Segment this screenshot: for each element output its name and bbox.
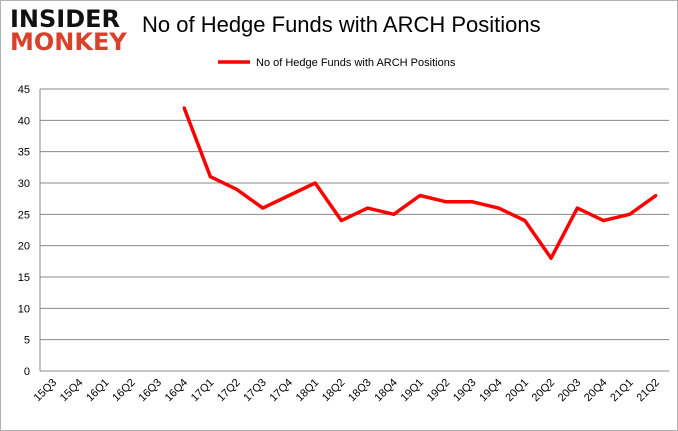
logo-line2: MONKEY (10, 28, 127, 56)
x-tick-label: 18Q1 (294, 377, 322, 405)
x-tick-label: 19Q3 (451, 377, 479, 405)
logo-line1: INSIDER (10, 5, 121, 33)
x-tick-label: 19Q4 (477, 377, 505, 405)
data-point (654, 194, 658, 198)
y-tick-label: 15 (18, 272, 30, 284)
x-tick-label: 21Q2 (634, 377, 662, 405)
data-point (366, 206, 370, 210)
x-tick-label: 16Q3 (137, 377, 165, 405)
data-point (523, 219, 527, 223)
y-tick-label: 45 (18, 84, 30, 96)
x-tick-label: 16Q4 (163, 377, 191, 405)
data-point (313, 181, 317, 185)
x-tick-label: 17Q4 (268, 377, 296, 405)
data-point (418, 194, 422, 198)
x-tick-label: 17Q1 (189, 377, 217, 405)
x-tick-label: 20Q1 (503, 377, 531, 405)
y-tick-label: 25 (18, 209, 30, 221)
data-point (182, 106, 186, 110)
x-tick-label: 21Q1 (608, 377, 636, 405)
x-tick-label: 15Q4 (58, 377, 86, 405)
x-tick-label: 16Q1 (84, 377, 112, 405)
x-tick-label: 18Q3 (346, 377, 374, 405)
data-point (549, 256, 553, 260)
data-point (235, 187, 239, 191)
insider-monkey-logo: INSIDER MONKEY (10, 5, 127, 56)
x-tick-label: 20Q4 (582, 377, 610, 405)
x-tick-label: 18Q4 (372, 377, 400, 405)
data-point (470, 200, 474, 204)
data-point (261, 206, 265, 210)
y-tick-label: 5 (24, 335, 30, 347)
legend-label: No of Hedge Funds with ARCH Positions (256, 57, 456, 69)
data-point (339, 219, 343, 223)
x-tick-label: 17Q2 (215, 377, 243, 405)
data-point (208, 175, 212, 179)
chart-title: No of Hedge Funds with ARCH Positions (142, 12, 541, 37)
data-point (628, 212, 632, 216)
x-tick-label: 20Q3 (556, 377, 584, 405)
y-tick-label: 0 (24, 366, 30, 378)
x-tick-label: 15Q3 (32, 377, 60, 405)
x-tick-label: 19Q2 (425, 377, 453, 405)
x-tick-label: 18Q2 (320, 377, 348, 405)
data-point (601, 219, 605, 223)
y-tick-label: 40 (18, 115, 30, 127)
data-point (444, 200, 448, 204)
y-tick-label: 20 (18, 241, 30, 253)
data-point (575, 206, 579, 210)
data-point (287, 194, 291, 198)
x-tick-label: 20Q2 (530, 377, 558, 405)
data-point (497, 206, 501, 210)
y-tick-label: 10 (18, 303, 30, 315)
x-tick-label: 19Q1 (399, 377, 427, 405)
data-point (392, 212, 396, 216)
x-tick-label: 16Q2 (110, 377, 138, 405)
y-tick-label: 30 (18, 178, 30, 190)
y-tick-label: 35 (18, 147, 30, 159)
x-tick-label: 17Q3 (241, 377, 269, 405)
